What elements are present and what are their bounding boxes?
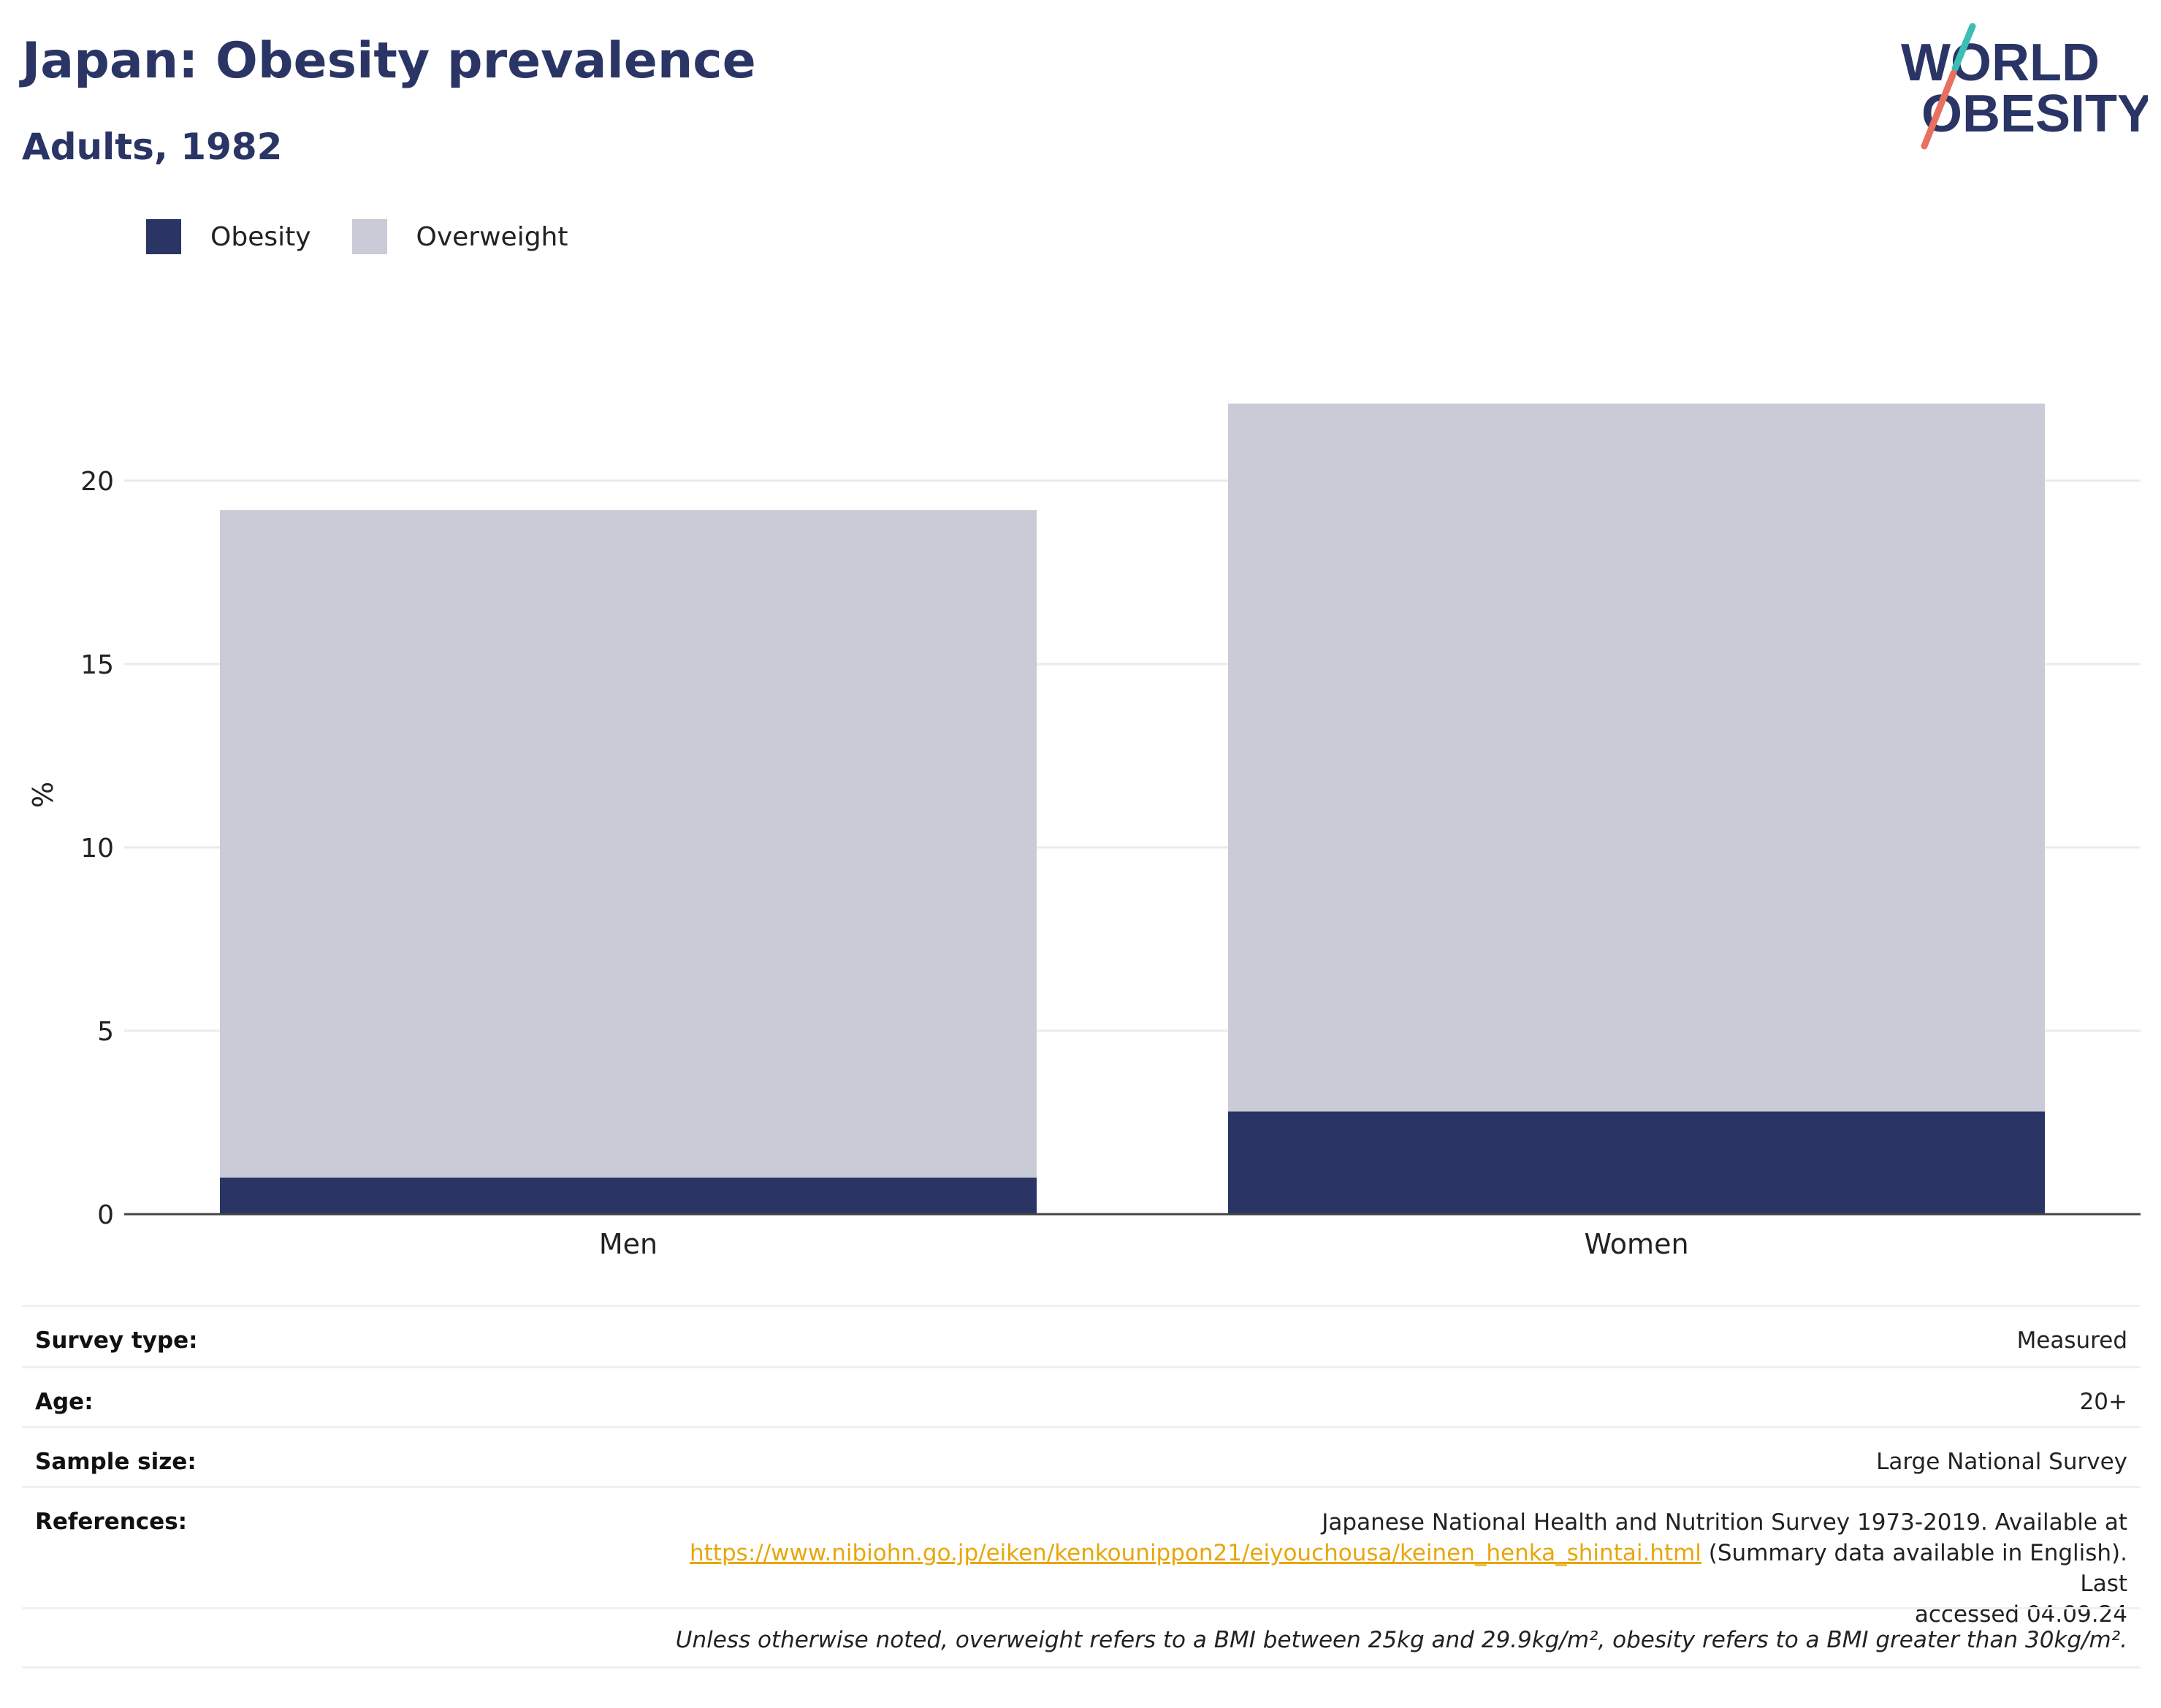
logo-text-obesity: OBESITY	[1921, 85, 2148, 143]
x-tick-label-women: Women	[1584, 1228, 1688, 1260]
y-tick-label: 0	[97, 1200, 114, 1230]
legend-swatch-overweight	[351, 219, 387, 254]
info-row-references: References: Japanese National Health and…	[22, 1486, 2141, 1628]
x-tick-labels: Men Women	[599, 1228, 1689, 1260]
bar-overweight-women	[1228, 403, 2045, 1112]
bar-chart: 0 5 10 15 20 Men Women %	[27, 403, 2141, 1260]
age-label: Age:	[35, 1389, 94, 1415]
sample-size-value: Large National Survey	[1876, 1449, 2127, 1475]
legend-label-overweight: Overweight	[416, 221, 568, 252]
chart-subtitle: Adults, 1982	[22, 126, 283, 168]
bar-obesity-women	[1228, 1111, 2045, 1214]
sample-size-label: Sample size:	[35, 1449, 197, 1475]
references-line-1: Japanese National Health and Nutrition S…	[1322, 1509, 2127, 1536]
references-line-2: https://www.nibiohn.go.jp/eiken/kenkouni…	[666, 1538, 2127, 1599]
info-row-note: Unless otherwise noted, overweight refer…	[22, 1607, 2141, 1669]
legend-item-overweight: Overweight	[351, 219, 568, 254]
y-tick-label: 10	[80, 834, 114, 863]
logo-text-world: WORLD	[1901, 34, 2100, 92]
y-axis-label: %	[27, 782, 59, 808]
survey-info-table: Survey type: Measured Age: 20+ Sample si…	[22, 1305, 2141, 1669]
bar-obesity-men	[220, 1177, 1037, 1214]
x-tick-label-men: Men	[599, 1228, 658, 1260]
info-row-survey-type: Survey type: Measured	[22, 1305, 2141, 1366]
y-tick-label: 20	[80, 467, 114, 497]
y-tick-labels: 0 5 10 15 20	[80, 467, 114, 1230]
logo-slash-coral	[1921, 69, 1957, 150]
survey-type-label: Survey type:	[35, 1327, 198, 1354]
legend-swatch-obesity	[146, 219, 181, 254]
logo-slash-teal	[1951, 23, 1976, 72]
legend-label-obesity: Obesity	[210, 221, 311, 252]
references-line-3: accessed 04.09.24	[1914, 1601, 2127, 1628]
age-value: 20+	[2079, 1389, 2127, 1415]
y-tick-label: 5	[97, 1017, 114, 1047]
info-row-sample-size: Sample size: Large National Survey	[22, 1426, 2141, 1486]
bars	[220, 403, 2045, 1214]
bmi-definition-note: Unless otherwise noted, overweight refer…	[675, 1627, 2127, 1653]
legend-item-obesity: Obesity	[146, 219, 311, 254]
chart-title: Japan: Obesity prevalence	[22, 32, 756, 90]
references-after-link: (Summary data available in English). Las…	[1701, 1540, 2127, 1597]
references-label: References:	[35, 1509, 188, 1535]
legend: Obesity Overweight	[146, 216, 609, 257]
info-row-age: Age: 20+	[22, 1366, 2141, 1426]
y-tick-label: 15	[80, 650, 114, 680]
references-value: Japanese National Health and Nutrition S…	[666, 1507, 2127, 1630]
world-obesity-logo: WORLD OBESITY	[1901, 23, 2148, 150]
references-link[interactable]: https://www.nibiohn.go.jp/eiken/kenkouni…	[690, 1540, 1701, 1566]
survey-type-value: Measured	[2016, 1327, 2127, 1354]
bar-overweight-men	[220, 510, 1037, 1178]
